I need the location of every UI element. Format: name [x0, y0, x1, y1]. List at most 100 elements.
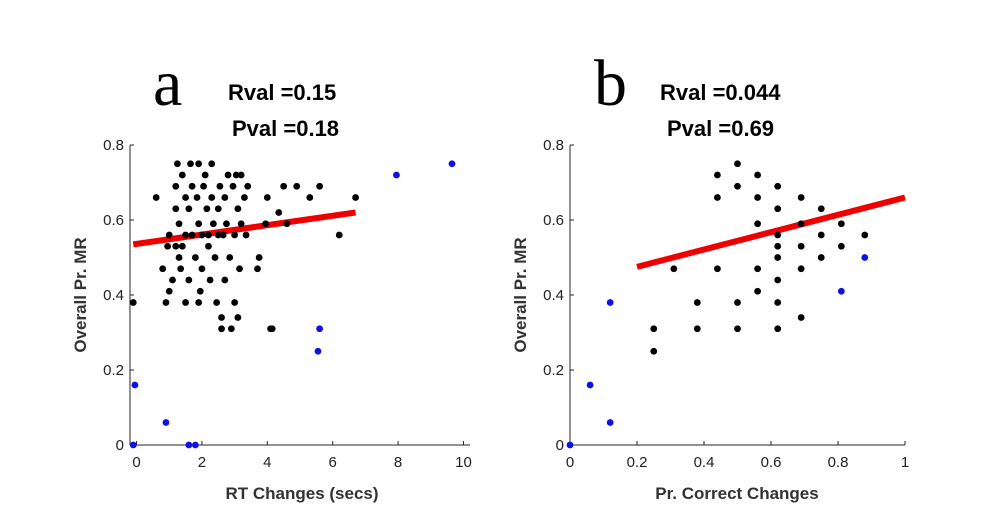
- data-point-a: [203, 205, 211, 213]
- axes-b: 0 0.2 0.4 0.6 0.8 1 0 0.2 0.4 0.6 0.8: [543, 137, 909, 471]
- outlier-point-b: [606, 299, 614, 306]
- outlier-point-b: [837, 287, 845, 295]
- y-axis-label-a: Overall Pr. MR: [71, 237, 90, 352]
- outlier-point-a: [191, 441, 199, 449]
- data-point-b: [817, 254, 825, 261]
- data-point-a: [218, 314, 225, 321]
- data-point-b: [774, 276, 782, 284]
- panel-b: b Rval =0.044 Pval =0.69 Pr. Correct Cha…: [511, 47, 909, 503]
- data-point-a: [175, 254, 183, 261]
- data-point-a: [195, 160, 203, 168]
- x-tick-label-b: 0.2: [627, 454, 648, 471]
- y-tick-label-a: 0.6: [103, 212, 124, 229]
- data-point-b: [734, 299, 741, 306]
- data-point-a: [172, 182, 180, 190]
- data-point-a: [223, 220, 230, 228]
- data-point-b: [837, 220, 845, 228]
- x-axis-label-a: RT Changes (secs): [225, 484, 378, 503]
- data-point-a: [178, 171, 186, 179]
- y-tick-label-a: 0.4: [103, 287, 124, 304]
- pval-text-a: Pval =0.18: [232, 116, 339, 141]
- x-tick-label-a: 0: [132, 454, 140, 471]
- data-point-a: [185, 276, 193, 284]
- outlier-point-b: [606, 419, 614, 426]
- data-point-a: [198, 231, 206, 239]
- regression-line-b: [636, 194, 906, 270]
- data-point-a: [231, 231, 239, 239]
- outlier-point-b: [566, 441, 574, 449]
- y-tick-label-a: 0.8: [103, 137, 124, 154]
- data-point-a: [188, 231, 196, 239]
- data-point-b: [774, 325, 782, 333]
- panel-letter-a: a: [153, 47, 182, 120]
- data-point-b: [693, 299, 701, 306]
- outlier-point-b: [861, 254, 869, 261]
- data-point-a: [234, 314, 242, 321]
- data-point-a: [255, 254, 263, 261]
- data-point-a: [211, 254, 219, 261]
- outlier-point-a: [314, 347, 322, 355]
- data-point-a: [182, 231, 189, 239]
- data-point-b: [754, 171, 761, 179]
- data-point-a: [209, 220, 217, 228]
- data-point-a: [200, 182, 207, 190]
- data-point-a: [193, 194, 201, 201]
- y-tick-label-a: 0.2: [103, 362, 124, 379]
- axes-a: 0 2 4 6 8 10 0 0.2 0.4 0.6 0.8: [103, 137, 472, 471]
- data-point-a: [164, 242, 171, 250]
- data-point-b: [670, 265, 678, 273]
- y-tick-label-b: 0: [556, 437, 564, 454]
- data-point-a: [182, 299, 189, 306]
- data-point-a: [169, 276, 176, 284]
- marks-a: [129, 160, 456, 449]
- data-point-a: [178, 242, 186, 250]
- x-axis-label-b: Pr. Correct Changes: [655, 484, 818, 503]
- x-tick-label-b: 0.4: [694, 454, 715, 471]
- data-point-b: [797, 242, 805, 250]
- outlier-point-a: [393, 171, 400, 179]
- data-point-a: [159, 265, 167, 273]
- data-point-b: [774, 299, 782, 306]
- data-point-a: [244, 182, 252, 190]
- data-point-a: [175, 220, 183, 228]
- data-point-a: [174, 160, 181, 168]
- data-point-b: [797, 314, 805, 321]
- x-tick-label-b: 1: [901, 454, 909, 471]
- data-point-a: [191, 254, 199, 261]
- data-point-b: [714, 171, 721, 179]
- data-point-a: [214, 231, 222, 239]
- data-point-a: [208, 160, 216, 168]
- data-point-a: [227, 325, 235, 333]
- data-point-a: [237, 171, 245, 179]
- data-point-b: [774, 242, 782, 250]
- data-point-b: [754, 220, 761, 228]
- data-point-b: [774, 205, 782, 213]
- x-tick-label-b: 0.8: [828, 454, 849, 471]
- outlier-point-a: [316, 325, 324, 333]
- data-point-a: [221, 276, 229, 284]
- data-point-b: [817, 205, 825, 213]
- data-point-b: [861, 231, 869, 239]
- data-point-a: [219, 231, 227, 239]
- data-point-a: [268, 325, 276, 333]
- data-point-b: [754, 265, 761, 273]
- data-point-a: [306, 194, 314, 201]
- data-point-a: [205, 231, 212, 239]
- data-point-a: [208, 194, 216, 201]
- data-point-a: [172, 242, 180, 250]
- data-point-b: [774, 182, 782, 190]
- data-point-b: [734, 325, 741, 333]
- outlier-point-a: [129, 441, 137, 449]
- data-point-b: [797, 194, 805, 201]
- x-tick-label-a: 6: [329, 454, 337, 471]
- y-tick-label-b: 0.4: [543, 287, 564, 304]
- regression-line-a: [132, 209, 357, 248]
- panel-letter-b: b: [594, 47, 627, 120]
- x-tick-label-b: 0.6: [761, 454, 782, 471]
- data-point-a: [214, 205, 222, 213]
- data-point-a: [224, 171, 232, 179]
- outlier-point-a: [131, 381, 139, 389]
- panel-a: a Rval =0.15 Pval =0.18 RT Changes (secs…: [71, 47, 472, 503]
- data-point-a: [165, 287, 173, 295]
- x-tick-label-a: 4: [263, 454, 271, 471]
